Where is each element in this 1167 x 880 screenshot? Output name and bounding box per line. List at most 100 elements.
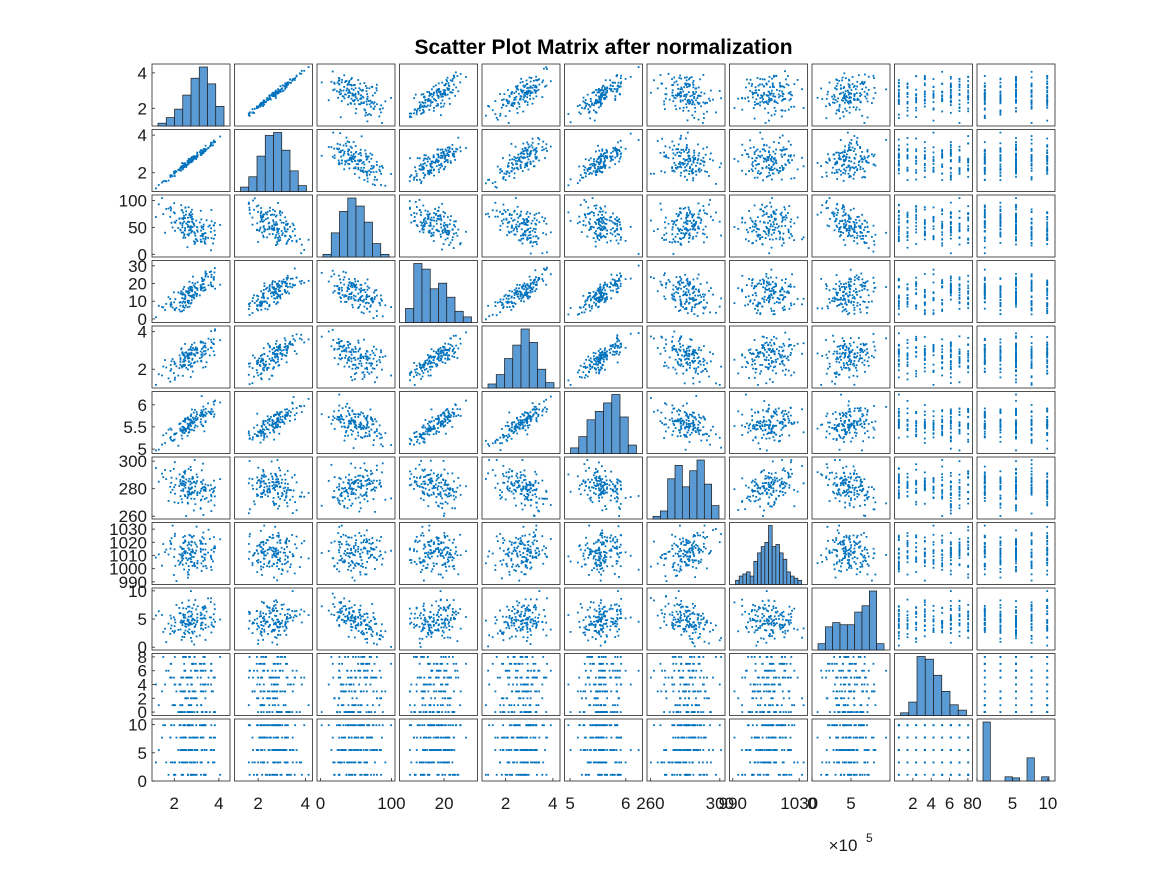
data-point (619, 224, 621, 226)
data-point (382, 167, 384, 169)
data-point (671, 167, 673, 169)
data-point (755, 98, 757, 100)
data-point (422, 93, 424, 95)
data-point (675, 108, 677, 110)
data-point (488, 216, 490, 218)
data-point (182, 222, 184, 224)
data-point (941, 223, 943, 225)
data-point (433, 110, 435, 112)
data-point (517, 160, 519, 162)
data-point (370, 100, 372, 102)
data-point (756, 103, 758, 105)
data-point (180, 293, 182, 295)
data-point (433, 220, 435, 222)
data-point (449, 103, 451, 105)
data-point (848, 160, 850, 162)
data-point (343, 296, 345, 298)
data-point (616, 228, 618, 230)
data-point (941, 173, 943, 175)
data-point (827, 207, 829, 209)
data-point (423, 172, 425, 174)
data-point (168, 180, 170, 182)
data-point (375, 171, 377, 173)
data-point (692, 179, 694, 181)
data-point (692, 236, 694, 238)
data-point (440, 218, 442, 220)
data-point (778, 142, 780, 144)
data-point (868, 247, 870, 249)
data-point (193, 223, 195, 225)
data-point (614, 149, 616, 151)
data-point (783, 233, 785, 235)
data-point (535, 92, 537, 94)
data-point (855, 154, 857, 156)
data-point (759, 97, 761, 99)
data-point (1031, 143, 1033, 145)
data-point (431, 88, 433, 90)
data-point (1046, 156, 1048, 158)
data-point (744, 149, 746, 151)
data-point (898, 99, 900, 101)
data-point (208, 284, 210, 286)
data-point (754, 160, 756, 162)
data-point (522, 170, 524, 172)
data-point (967, 110, 969, 112)
data-point (269, 98, 271, 100)
data-point (499, 93, 501, 95)
data-point (444, 166, 446, 168)
data-point (699, 102, 701, 104)
data-point (719, 166, 721, 168)
data-point (679, 88, 681, 90)
data-point (499, 211, 501, 213)
data-point (337, 97, 339, 99)
data-point (761, 236, 763, 238)
data-point (332, 270, 334, 272)
data-point (606, 219, 608, 221)
data-point (941, 100, 943, 102)
data-point (568, 113, 570, 115)
data-point (638, 253, 640, 255)
data-point (182, 226, 184, 228)
data-point (366, 104, 368, 106)
data-point (545, 66, 547, 68)
data-point (855, 166, 857, 168)
data-point (508, 231, 510, 233)
data-point (837, 152, 839, 154)
data-point (761, 167, 763, 169)
data-point (915, 138, 917, 140)
data-point (447, 94, 449, 96)
data-point (801, 88, 803, 90)
data-point (513, 228, 515, 230)
data-point (827, 91, 829, 93)
data-point (854, 172, 856, 174)
data-point (419, 107, 421, 109)
data-point (419, 231, 421, 233)
data-point (1015, 86, 1017, 88)
data-point (699, 168, 701, 170)
data-point (257, 106, 259, 108)
data-point (440, 92, 442, 94)
hist-bar (265, 135, 273, 191)
data-point (521, 152, 523, 154)
data-point (532, 220, 534, 222)
data-point (517, 154, 519, 156)
data-point (348, 97, 350, 99)
data-point (430, 235, 432, 237)
data-point (181, 291, 183, 293)
data-point (845, 157, 847, 159)
data-point (620, 239, 622, 241)
data-point (668, 223, 670, 225)
data-point (898, 222, 900, 224)
data-point (1015, 96, 1017, 98)
data-point (704, 170, 706, 172)
data-point (450, 79, 452, 81)
data-point (693, 117, 695, 119)
data-point (782, 219, 784, 221)
data-point (950, 149, 952, 151)
data-point (680, 149, 682, 151)
data-point (522, 153, 524, 155)
data-point (196, 293, 198, 295)
data-point (779, 137, 781, 139)
data-point (349, 168, 351, 170)
data-point (1031, 218, 1033, 220)
